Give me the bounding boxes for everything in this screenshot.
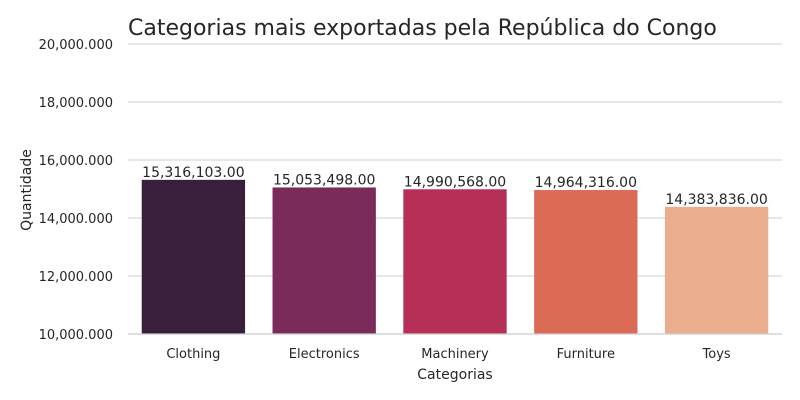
bar-furniture	[534, 190, 638, 334]
data-label: 14,990,568.00	[404, 174, 506, 190]
x-axis-label: Categorias	[417, 367, 492, 383]
x-tick-label: Electronics	[289, 347, 360, 362]
y-tick-label: 10,000.000	[39, 328, 113, 343]
x-tick-label: Machinery	[421, 347, 489, 362]
data-label: 14,964,316.00	[535, 175, 637, 191]
y-tick-label: 12,000.000	[39, 270, 113, 285]
y-tick-label: 18,000.000	[39, 96, 113, 111]
x-axis-ticks: Clothing Electronics Machinery Furniture Toy…	[166, 347, 731, 362]
bar-electronics	[272, 187, 376, 334]
bars	[141, 179, 769, 334]
y-axis-label: Quantidade	[19, 149, 35, 231]
data-label: 15,316,103.00	[142, 165, 244, 181]
x-tick-label: Clothing	[166, 347, 220, 362]
data-label: 14,383,836.00	[665, 192, 767, 208]
chart-title: Categorias mais exportadas pela Repúblic…	[128, 16, 717, 41]
y-axis-ticks: 10,000.000 12,000.000 14,000.000 16,000.000…	[39, 38, 113, 343]
x-tick-label: Furniture	[557, 347, 615, 362]
data-labels: 15,316,103.00 15,053,498.00 14,990,568.00 1…	[142, 165, 768, 208]
y-tick-label: 20,000.000	[39, 38, 113, 53]
x-tick-label: Toys	[702, 347, 731, 362]
y-tick-label: 14,000.000	[39, 212, 113, 227]
bar-machinery	[403, 189, 507, 334]
bar-toys	[664, 206, 769, 334]
y-tick-label: 16,000.000	[39, 154, 113, 169]
bar-clothing	[141, 179, 246, 334]
data-label: 15,053,498.00	[273, 172, 375, 188]
